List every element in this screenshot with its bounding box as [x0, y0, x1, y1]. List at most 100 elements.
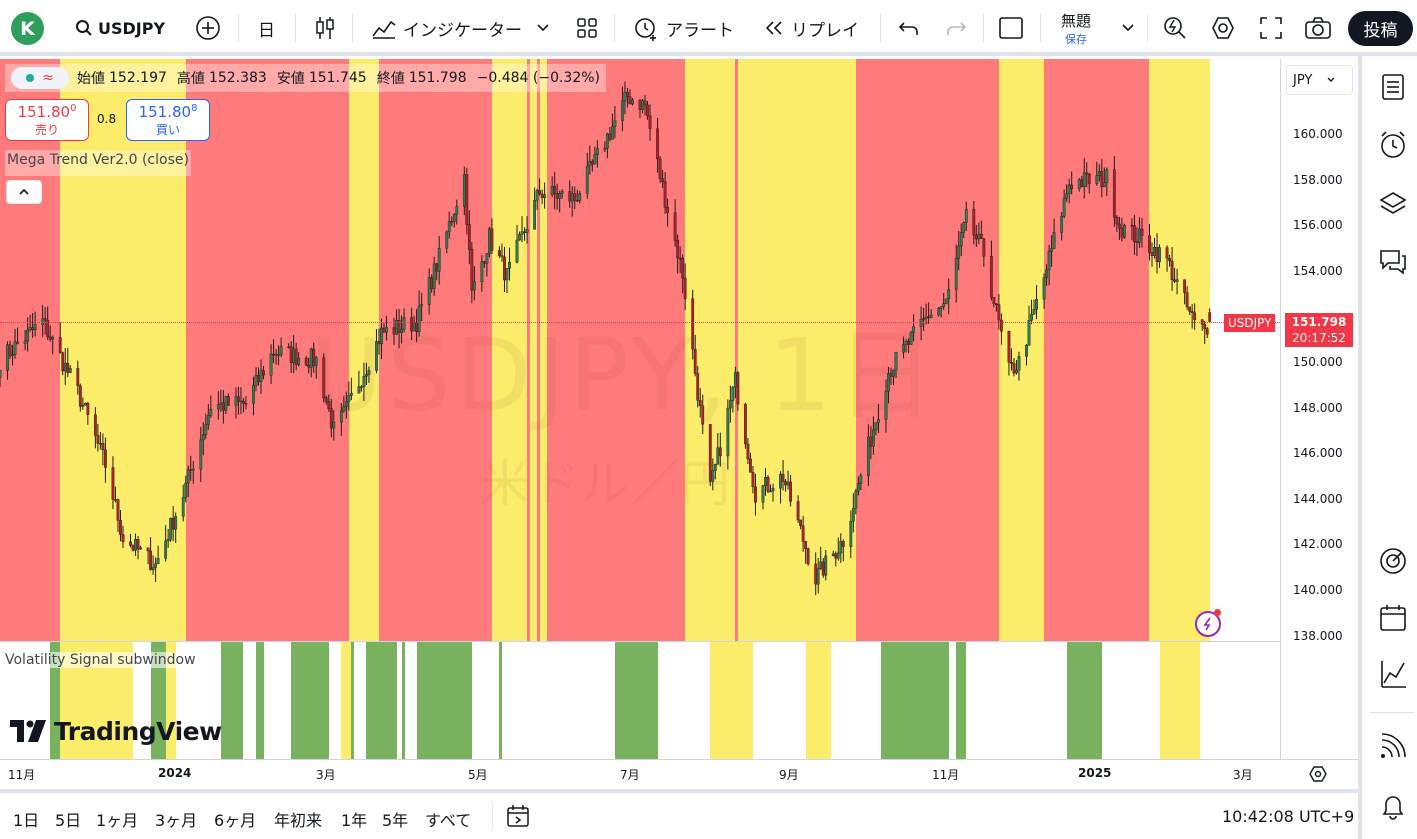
tradingview-logo[interactable]: TradingView [10, 716, 222, 746]
candle-body [312, 348, 316, 366]
range-5y[interactable]: 5年 [382, 811, 409, 830]
signal-icon[interactable] [1378, 731, 1408, 761]
candle-body [385, 327, 388, 333]
trend-zone [378, 59, 492, 641]
goto-date-button[interactable] [506, 804, 532, 832]
watchlist-icon[interactable] [1378, 72, 1408, 102]
open-value: 152.197 [109, 70, 167, 86]
trend-zone [547, 59, 686, 641]
bell-icon[interactable] [1378, 791, 1408, 821]
separator [1147, 14, 1148, 42]
candle-body [1030, 314, 1033, 321]
candle-body [43, 318, 47, 321]
collapse-legend-button[interactable] [6, 180, 42, 204]
settings-button[interactable] [1210, 0, 1236, 56]
currency-select[interactable]: JPY [1286, 65, 1353, 95]
candle-body [733, 372, 737, 388]
chart-type-button[interactable] [314, 0, 336, 56]
indicator-legend[interactable]: Mega Trend Ver2.0 (close) [5, 150, 191, 176]
alert-button[interactable]: アラート [633, 0, 734, 56]
range-1m[interactable]: 1ヶ月 [96, 811, 139, 830]
range-all[interactable]: すべて [425, 811, 472, 830]
range-5d[interactable]: 5日 [55, 811, 82, 830]
candle-body [111, 467, 115, 500]
redo-button[interactable] [945, 0, 967, 56]
candle-body [508, 261, 511, 269]
fullscreen-button[interactable] [1259, 0, 1283, 56]
range-3m[interactable]: 3ヶ月 [155, 811, 198, 830]
price-tick: 158.000 [1293, 173, 1343, 187]
compare-add-button[interactable] [195, 0, 221, 56]
symbol-search-button[interactable]: USDJPY [75, 0, 165, 56]
candle-body [503, 256, 506, 281]
price-scale[interactable]: JPY 160.000 158.000 156.000 154.000 150.… [1280, 59, 1358, 759]
trend-zone [735, 59, 739, 641]
clock[interactable]: 10:42:08 UTC+9 [1222, 807, 1355, 826]
sell-button[interactable]: 151.800 売り [5, 99, 89, 141]
market-status-toggle[interactable]: ≈ [11, 67, 69, 89]
range-ytd[interactable]: 年初来 [274, 811, 323, 830]
candlestick-series [0, 81, 1212, 596]
price-tick: 160.000 [1293, 127, 1343, 141]
candle-body [518, 234, 521, 241]
candle-body [309, 348, 313, 368]
candle-body [525, 229, 529, 233]
candle-body [362, 376, 366, 387]
candle-body [924, 316, 928, 319]
subwindow-legend[interactable]: Volatility Signal subwindow [5, 652, 196, 668]
undo-button[interactable] [898, 0, 920, 56]
user-avatar[interactable]: K [11, 12, 44, 45]
candle-body [749, 458, 752, 473]
indicators-button[interactable]: インジケーター [371, 0, 550, 56]
chat-icon[interactable] [1378, 247, 1408, 277]
fullscreen-select-button[interactable] [998, 0, 1024, 56]
range-1d[interactable]: 1日 [13, 811, 40, 830]
candle-body [186, 469, 190, 484]
candle-body [1183, 279, 1187, 293]
layouts-button[interactable] [576, 0, 598, 56]
interval-button[interactable]: 日 [258, 0, 275, 56]
candle-body [711, 470, 715, 482]
range-1y[interactable]: 1年 [341, 811, 368, 830]
candle-body [585, 165, 589, 194]
candle-body [415, 322, 419, 332]
chart-pane[interactable]: USDJPY, 1日 米ドル／円 [0, 59, 1280, 641]
candle-body [86, 403, 90, 415]
candle-body [1065, 193, 1069, 199]
layers-icon[interactable] [1378, 189, 1408, 219]
trend-zone [685, 59, 736, 641]
signal-zone [351, 642, 355, 759]
pine-editor-icon[interactable] [1378, 659, 1408, 689]
replay-button[interactable]: リプレイ [763, 0, 859, 56]
buy-button[interactable]: 151.808 買い [126, 99, 210, 141]
candle-body [1120, 227, 1124, 238]
snapshot-button[interactable] [1304, 0, 1332, 56]
publish-button[interactable]: 投稿 [1348, 11, 1413, 46]
range-6m[interactable]: 6ヶ月 [214, 811, 257, 830]
candle-body [1150, 252, 1154, 256]
candle-body [76, 368, 80, 386]
signal-zone [614, 642, 658, 759]
calendar-icon[interactable] [1378, 603, 1408, 633]
volatility-subwindow[interactable] [0, 641, 1280, 759]
target-icon[interactable] [1378, 546, 1408, 576]
alarm-clock-icon[interactable] [1378, 130, 1408, 160]
quick-search-button[interactable] [1162, 0, 1188, 56]
candle-body [590, 161, 594, 165]
axis-settings-button[interactable] [1309, 765, 1327, 787]
trend-zone [737, 59, 856, 641]
right-sidebar [1358, 56, 1417, 839]
candle-body [691, 298, 695, 350]
candle-body [962, 222, 966, 233]
layout-menu-button[interactable] [1121, 0, 1135, 56]
time-axis[interactable]: 11月 2024 3月 5月 7月 9月 11月 2025 3月 [0, 759, 1358, 789]
candle-body [402, 317, 406, 330]
signal-zones [0, 642, 1280, 759]
bottom-toolbar: 1日 5日 1ヶ月 3ヶ月 6ヶ月 年初来 1年 5年 すべて 10:42:08… [0, 789, 1358, 839]
trend-zones [0, 59, 1280, 641]
candle-body [16, 341, 19, 344]
layout-save-button[interactable]: 無題 保存 [1048, 0, 1104, 56]
buy-price-fraction: 8 [191, 103, 198, 114]
candle-body [1060, 215, 1064, 233]
candle-body [769, 490, 772, 493]
